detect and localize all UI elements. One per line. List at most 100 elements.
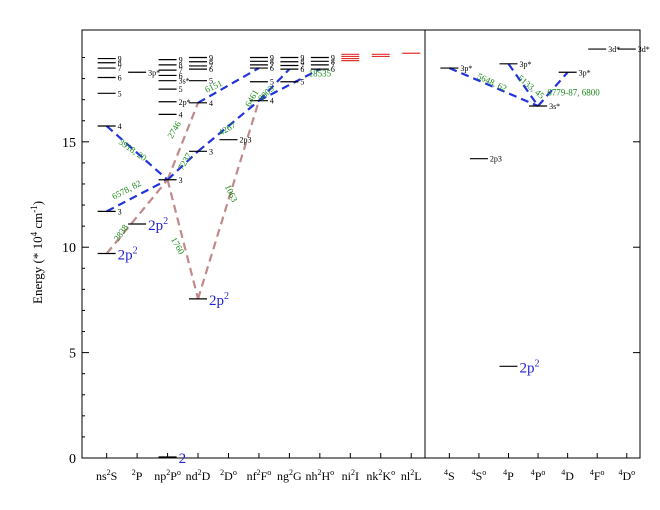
- level-label-right: 3d*: [638, 45, 650, 54]
- level-label: 3p*: [148, 68, 160, 77]
- level-label: 4: [209, 99, 213, 108]
- level-label-right: 3d*: [608, 45, 620, 54]
- level-label: 6: [270, 64, 274, 73]
- level-label-right: 3p*: [519, 60, 531, 69]
- y-tick-label: 10: [62, 241, 76, 256]
- wavelength-label: 1760: [169, 235, 187, 256]
- level-label: 7: [331, 61, 335, 70]
- wavelength-label: 6779-87, 6800: [547, 87, 600, 97]
- level-label: 9: [179, 56, 183, 65]
- wavelength-label: 2746: [165, 119, 183, 140]
- config-label: 2: [179, 451, 187, 467]
- level-label: 7: [270, 61, 274, 70]
- column-label: nk2Ko: [366, 468, 395, 483]
- transition-blue: [507, 63, 539, 107]
- level-label: 7: [209, 62, 213, 71]
- level-labels: 34567893p*3453s*67892p*34567892p34567895…: [110, 45, 649, 467]
- level-label: 3: [179, 176, 183, 185]
- level-label: 3s*: [179, 77, 190, 86]
- level-label: 8: [118, 59, 122, 68]
- y-axis-label: Energy (* 104 cm-1): [29, 201, 45, 304]
- wavelength-label: 3918, 20: [117, 137, 149, 164]
- level-label: 8: [179, 61, 183, 70]
- level-label: 8: [331, 57, 335, 66]
- level-label: 7: [179, 66, 183, 75]
- column-label: np2Po: [154, 468, 181, 483]
- level-label: 4: [118, 122, 122, 131]
- axes: 0 5 10 15 Energy (* 104 cm-1) ns2S 2P np2Po nd2D…: [29, 56, 640, 483]
- transition-blue: [106, 178, 169, 213]
- transition-blue: [105, 125, 169, 181]
- level-label: 4: [179, 110, 183, 119]
- column-label-right: 4P: [503, 468, 514, 483]
- level-label: 8: [209, 58, 213, 67]
- column-label: 2Do: [220, 468, 237, 483]
- level-label: 5: [300, 78, 304, 87]
- column-label-right: 4Do: [618, 468, 635, 483]
- level-label: 5: [179, 85, 183, 94]
- y-tick-label: 5: [69, 347, 76, 362]
- level-label: 2p*: [179, 98, 191, 107]
- level-label: 9: [331, 53, 335, 62]
- level-label: 5: [209, 77, 213, 86]
- level-label: 9: [118, 55, 122, 64]
- level-label-right: 3p*: [579, 68, 591, 77]
- level-label: 6: [209, 65, 213, 74]
- level-label: 3: [118, 207, 122, 216]
- transition-blue: [166, 150, 199, 181]
- transition-blue: [197, 99, 260, 153]
- level-label: 8: [300, 58, 304, 67]
- transition-blue: [258, 68, 291, 102]
- column-label: nh2Ho: [306, 468, 335, 483]
- wavelength-label: 2838: [112, 222, 131, 243]
- transition-blue: [537, 71, 569, 107]
- wavelength-label: 1063: [223, 183, 240, 204]
- transition-brown: [166, 102, 200, 181]
- column-label: ns2S: [96, 468, 117, 483]
- level-label: 9: [209, 53, 213, 62]
- level-label: 6: [118, 74, 122, 83]
- level-label: 7: [300, 62, 304, 71]
- level-label: 7: [118, 64, 122, 73]
- column-label-right: 4D: [561, 468, 574, 483]
- column-label-right: 4Po: [531, 468, 546, 483]
- level-label: 6: [331, 65, 335, 74]
- level-label-right: 3p*: [460, 64, 472, 73]
- level-label: 2p3: [239, 136, 251, 145]
- level-label: 5: [118, 89, 122, 98]
- column-label: 2P: [132, 468, 143, 483]
- plot-frame: [81, 29, 641, 459]
- energy-levels: [97, 48, 636, 458]
- wavelength-label: 5648, 62: [476, 71, 509, 93]
- level-label: 6: [300, 65, 304, 74]
- column-label: nf2Fo: [247, 468, 272, 483]
- config-label: 2p2: [118, 246, 138, 264]
- transition-blue: [258, 68, 321, 102]
- transition-lines: [105, 63, 569, 300]
- y-tick-label: 0: [69, 452, 76, 467]
- transition-blue: [197, 67, 260, 104]
- transition-brown: [196, 100, 260, 300]
- column-label: nl2L: [401, 468, 422, 483]
- level-label: 5: [270, 78, 274, 87]
- transition-brown: [166, 179, 200, 300]
- y-tick-label: 15: [62, 136, 76, 151]
- config-label: 2p2: [148, 216, 168, 234]
- level-label-right: 3s*: [549, 102, 560, 111]
- level-label-right: 2p3: [490, 155, 502, 164]
- level-label: 9: [270, 53, 274, 62]
- level-label: 8: [270, 57, 274, 66]
- transition-brown: [105, 179, 169, 255]
- column-label: ng2G: [277, 468, 302, 483]
- plot-border: [81, 29, 641, 459]
- level-label: 6: [179, 71, 183, 80]
- column-label-right: 4S: [444, 468, 455, 483]
- config-label: 2p2: [209, 291, 229, 309]
- level-label: 4: [270, 97, 274, 106]
- config-label: 2p2: [519, 358, 539, 376]
- transition-blue: [448, 67, 539, 107]
- column-label-right: 4So: [472, 468, 487, 483]
- column-label: nd2D: [186, 468, 211, 483]
- column-label-right: 4Fo: [590, 468, 605, 483]
